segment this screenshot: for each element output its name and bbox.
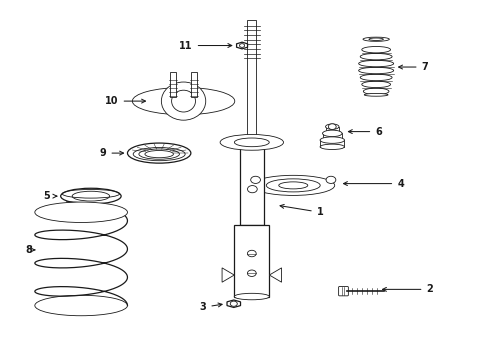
Text: 7: 7: [398, 62, 427, 72]
Text: 1: 1: [280, 204, 323, 217]
Text: 4: 4: [343, 179, 403, 189]
Ellipse shape: [132, 87, 234, 115]
Ellipse shape: [35, 295, 127, 316]
Polygon shape: [226, 300, 240, 307]
Bar: [234, 225, 269, 297]
Text: 11: 11: [179, 41, 231, 50]
Ellipse shape: [234, 138, 269, 147]
Circle shape: [328, 124, 335, 130]
Ellipse shape: [363, 88, 388, 95]
Ellipse shape: [251, 175, 334, 195]
Ellipse shape: [320, 144, 344, 149]
Ellipse shape: [266, 179, 320, 192]
Bar: [322, 134, 341, 140]
Ellipse shape: [72, 191, 109, 201]
Ellipse shape: [360, 74, 391, 81]
Circle shape: [250, 176, 260, 184]
Text: 6: 6: [347, 127, 381, 136]
Ellipse shape: [364, 94, 387, 96]
Circle shape: [239, 44, 244, 48]
Bar: [247, 21, 256, 139]
Ellipse shape: [358, 67, 393, 74]
Text: 10: 10: [105, 96, 145, 106]
Ellipse shape: [368, 38, 383, 40]
Ellipse shape: [362, 37, 388, 41]
Ellipse shape: [320, 137, 344, 143]
Text: 2: 2: [382, 284, 432, 294]
Circle shape: [247, 185, 257, 193]
Ellipse shape: [234, 293, 269, 300]
Polygon shape: [269, 268, 281, 282]
Ellipse shape: [361, 81, 390, 87]
Ellipse shape: [360, 53, 391, 60]
Bar: [242, 139, 261, 145]
Bar: [240, 139, 263, 225]
Circle shape: [247, 250, 256, 257]
Ellipse shape: [358, 60, 393, 67]
Ellipse shape: [361, 46, 390, 53]
Text: 5: 5: [43, 191, 57, 201]
Bar: [191, 72, 197, 97]
Circle shape: [230, 301, 237, 306]
Ellipse shape: [35, 202, 127, 222]
Ellipse shape: [161, 82, 205, 120]
Circle shape: [247, 270, 256, 276]
Ellipse shape: [127, 143, 190, 163]
Polygon shape: [222, 268, 234, 282]
Circle shape: [325, 176, 335, 184]
Ellipse shape: [220, 134, 283, 150]
Text: 8: 8: [25, 245, 35, 255]
Text: 3: 3: [199, 302, 222, 312]
Bar: [325, 127, 338, 134]
Bar: [169, 72, 175, 97]
FancyBboxPatch shape: [338, 287, 347, 296]
Ellipse shape: [278, 182, 307, 189]
Text: 9: 9: [100, 148, 123, 158]
Ellipse shape: [61, 188, 121, 204]
Ellipse shape: [322, 130, 341, 136]
Ellipse shape: [171, 90, 195, 112]
Polygon shape: [236, 42, 247, 49]
Ellipse shape: [325, 124, 338, 129]
Bar: [320, 140, 344, 147]
